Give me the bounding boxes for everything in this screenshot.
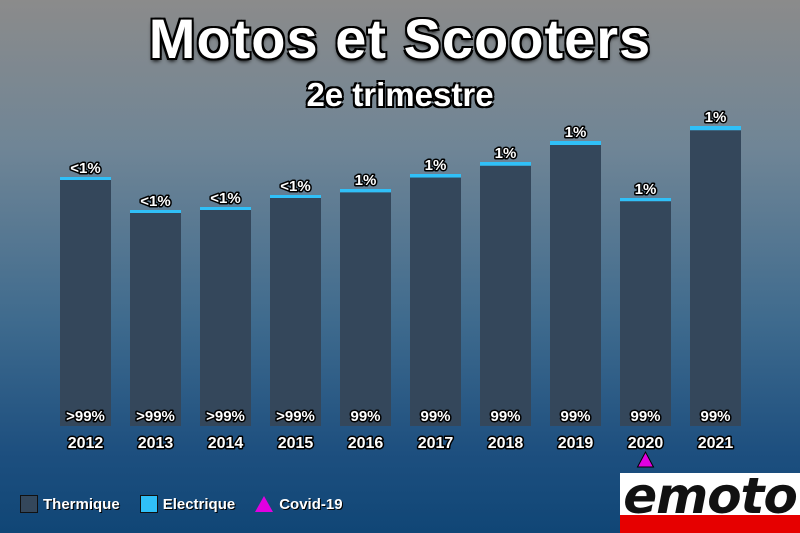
bar-electrique-2020 (620, 198, 671, 202)
bar-thermique-2012 (60, 180, 111, 426)
bar-thermique-2016 (340, 192, 391, 426)
bar-thermique-2015 (270, 198, 321, 426)
legend-label-thermique: Thermique (43, 495, 120, 513)
data-label-thermique-2016: 99% (350, 408, 380, 425)
bar-thermique-2013 (130, 213, 181, 426)
bar-electrique-2015 (270, 195, 321, 198)
bar-thermique-2019 (550, 144, 601, 427)
x-tick-label-2019: 2019 (558, 435, 594, 452)
bar-thermique-2020 (620, 201, 671, 426)
x-tick-label-2014: 2014 (208, 435, 244, 452)
legend-item-electrique: Electrique (139, 495, 236, 513)
bar-electrique-2013 (130, 210, 181, 213)
legend-item-covid: Covid-19 (255, 495, 343, 513)
chart-subtitle: 2e trimestre (306, 76, 494, 113)
data-label-thermique-2013: >99% (136, 408, 175, 425)
data-label-thermique-2017: 99% (420, 408, 450, 425)
data-label-electrique-2018: 1% (495, 145, 517, 162)
x-tick-label-2015: 2015 (278, 435, 314, 452)
legend-label-covid: Covid-19 (279, 495, 343, 513)
x-tick-label-2017: 2017 (418, 435, 454, 452)
legend-item-thermique: Thermique (20, 495, 120, 513)
bar-thermique-2021 (690, 130, 741, 426)
x-tick-label-2013: 2013 (138, 435, 174, 452)
data-label-thermique-2020: 99% (630, 408, 660, 425)
bar-electrique-2021 (690, 126, 741, 131)
data-label-electrique-2019: 1% (565, 124, 587, 141)
x-tick-label-2012: 2012 (68, 435, 104, 452)
chart-title: Motos et Scooters (148, 7, 652, 70)
bar-electrique-2018 (480, 162, 531, 166)
legend: Thermique Electrique Covid-19 (20, 495, 363, 513)
data-label-electrique-2013: <1% (140, 193, 170, 210)
data-label-electrique-2021: 1% (705, 109, 727, 126)
bar-electrique-2016 (340, 189, 391, 193)
data-label-electrique-2016: 1% (355, 172, 377, 189)
data-label-electrique-2015: <1% (280, 178, 310, 195)
covid-marker-2020 (636, 450, 655, 468)
bar-thermique-2017 (410, 177, 461, 426)
data-label-electrique-2017: 1% (425, 157, 447, 174)
data-label-thermique-2014: >99% (206, 408, 245, 425)
data-label-electrique-2012: <1% (70, 160, 100, 177)
logo-red-band (620, 515, 800, 533)
bar-thermique-2018 (480, 165, 531, 427)
x-tick-label-2020: 2020 (628, 435, 664, 452)
bar-electrique-2017 (410, 174, 461, 178)
x-tick-label-2021: 2021 (698, 435, 734, 452)
x-tick-label-2018: 2018 (488, 435, 524, 452)
data-label-thermique-2018: 99% (490, 408, 520, 425)
triangle-icon (255, 496, 274, 512)
legend-swatch-electrique (139, 495, 158, 513)
data-label-thermique-2015: >99% (276, 408, 315, 425)
data-label-thermique-2019: 99% (560, 408, 590, 425)
bar-thermique-2014 (200, 210, 251, 426)
data-label-thermique-2021: 99% (700, 408, 730, 425)
emoto-logo: emoto (620, 473, 800, 533)
legend-label-electrique: Electrique (162, 495, 236, 513)
bar-electrique-2014 (200, 207, 251, 210)
legend-swatch-thermique (20, 495, 38, 513)
bar-electrique-2012 (60, 177, 111, 180)
x-tick-label-2016: 2016 (348, 435, 384, 452)
bar-electrique-2019 (550, 141, 601, 145)
data-label-electrique-2020: 1% (635, 181, 657, 198)
data-label-thermique-2012: >99% (66, 408, 105, 425)
data-label-electrique-2014: <1% (210, 190, 240, 207)
